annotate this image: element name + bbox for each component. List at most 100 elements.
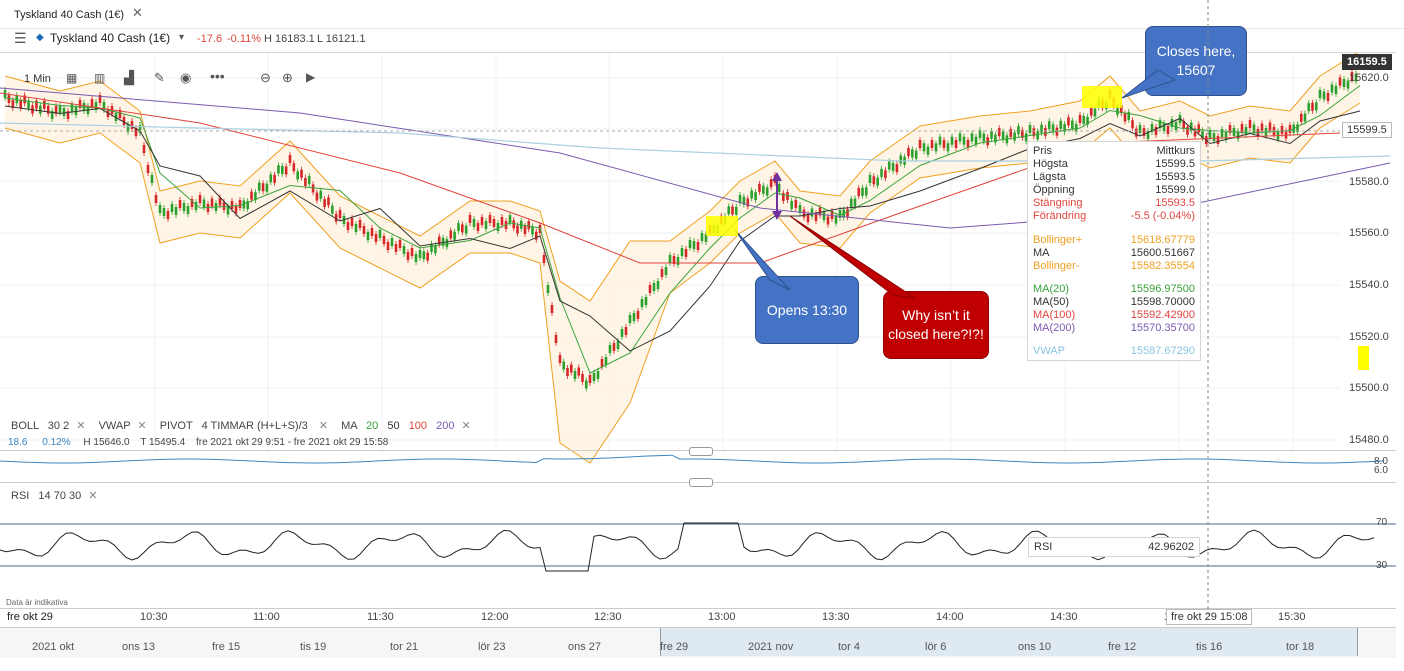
candle bbox=[1303, 113, 1307, 122]
candle bbox=[1051, 124, 1055, 133]
candle bbox=[624, 327, 628, 335]
candle bbox=[319, 190, 323, 199]
tooltip-row: MA(20) 15596.97500 bbox=[1033, 283, 1195, 296]
candle bbox=[1116, 106, 1119, 115]
candle bbox=[331, 205, 334, 214]
candle bbox=[861, 187, 864, 196]
close-icon[interactable]: ✕ bbox=[76, 420, 86, 432]
navigator-tick: lör 23 bbox=[478, 641, 506, 653]
tooltip-label: Bollinger+ bbox=[1033, 234, 1083, 246]
close-icon[interactable]: ✕ bbox=[461, 420, 471, 432]
close-icon[interactable]: ✕ bbox=[318, 420, 329, 432]
candle bbox=[688, 240, 692, 248]
candle bbox=[1063, 124, 1066, 133]
low-value: L 16121.1 bbox=[317, 33, 366, 45]
ma50-line bbox=[4, 105, 1361, 352]
candle bbox=[950, 136, 954, 145]
navigator-tick: tor 4 bbox=[838, 641, 861, 653]
candle bbox=[1089, 107, 1093, 116]
candle bbox=[738, 195, 742, 203]
change-percent: -0.11% bbox=[227, 33, 262, 45]
candle bbox=[974, 136, 978, 145]
tooltip-row: VWAP 15587.67290 bbox=[1033, 345, 1195, 358]
instrument-name[interactable]: Tyskland 40 Cash (1€) bbox=[50, 31, 171, 45]
close-icon[interactable]: ✕ bbox=[88, 490, 98, 502]
go-to-end-icon[interactable]: ▶ bbox=[306, 70, 316, 84]
candle bbox=[250, 191, 253, 200]
vwap-label[interactable]: VWAP bbox=[98, 420, 131, 432]
candle bbox=[632, 313, 636, 321]
candle bbox=[676, 257, 680, 265]
candle bbox=[604, 357, 608, 365]
candle bbox=[1318, 90, 1322, 98]
interval-select[interactable]: 1 Min bbox=[24, 73, 51, 85]
pivot-label[interactable]: PIVOT bbox=[159, 420, 193, 432]
candle bbox=[962, 136, 966, 145]
candle bbox=[596, 371, 600, 379]
zoom-in-icon[interactable]: ⊕ bbox=[282, 70, 293, 85]
candle bbox=[327, 197, 330, 206]
candle bbox=[126, 124, 130, 132]
candle bbox=[42, 100, 46, 109]
candle bbox=[826, 216, 830, 225]
candle bbox=[358, 220, 362, 228]
candle bbox=[194, 202, 198, 210]
ma100-label: 100 bbox=[408, 420, 428, 432]
crosshair-time-tag: fre okt 29 15:08 bbox=[1166, 609, 1253, 625]
menu-icon[interactable]: ☰ bbox=[14, 30, 27, 46]
boll-label[interactable]: BOLL bbox=[11, 420, 39, 432]
candle bbox=[242, 200, 246, 209]
tooltip-value: 15618.67779 bbox=[1130, 234, 1195, 246]
candle bbox=[636, 311, 640, 319]
calendar-icon[interactable]: ▦ bbox=[66, 71, 78, 85]
tab-instrument[interactable]: Tyskland 40 Cash (1€) bbox=[14, 9, 125, 21]
candle bbox=[822, 212, 826, 220]
candle bbox=[1142, 128, 1146, 136]
candle bbox=[868, 175, 872, 183]
rsi-label[interactable]: RSI bbox=[11, 490, 30, 502]
candle bbox=[930, 140, 934, 148]
close-icon[interactable]: ✕ bbox=[137, 420, 147, 432]
candle bbox=[11, 100, 15, 109]
navigator-window[interactable] bbox=[660, 628, 1358, 656]
navigator[interactable]: 2021 okt ons 13 fre 15 tis 19 tor 21 lör 23 on… bbox=[0, 627, 1396, 658]
tooltip-value: 15599.5 bbox=[1155, 158, 1195, 170]
candle bbox=[1036, 131, 1039, 140]
candle bbox=[464, 225, 468, 234]
close-icon[interactable]: ✕ bbox=[132, 5, 143, 20]
pane-resize-handle[interactable] bbox=[689, 478, 713, 487]
price-tick: 15520.0 bbox=[1349, 331, 1389, 343]
tooltip-value: -5.5 (-0.04%) bbox=[1130, 210, 1195, 222]
tooltip-label: Pris bbox=[1033, 145, 1052, 157]
chevron-down-icon[interactable]: ▾ bbox=[179, 32, 185, 43]
candle bbox=[891, 162, 895, 171]
candle bbox=[1138, 125, 1142, 133]
candle bbox=[1299, 113, 1303, 122]
candle bbox=[1074, 123, 1078, 132]
draw-icon[interactable]: ✎ bbox=[154, 70, 165, 85]
candle bbox=[468, 215, 472, 223]
eye-icon[interactable]: ◉ bbox=[180, 70, 192, 85]
candle bbox=[608, 345, 612, 353]
candle bbox=[496, 223, 500, 231]
zoom-out-icon[interactable]: ⊖ bbox=[260, 70, 271, 85]
chart-type-icon[interactable]: ▥ bbox=[94, 71, 106, 85]
candle bbox=[573, 371, 577, 379]
candle bbox=[986, 137, 989, 146]
pane-resize-handle[interactable] bbox=[689, 447, 713, 456]
candle bbox=[484, 221, 488, 229]
indicators-icon[interactable]: ▟ bbox=[124, 70, 134, 85]
divider bbox=[0, 52, 1396, 53]
tooltip-label: VWAP bbox=[1033, 345, 1065, 357]
tooltip-value: 15598.70000 bbox=[1130, 296, 1195, 308]
more-icon[interactable]: ••• bbox=[210, 68, 225, 84]
candle bbox=[876, 177, 879, 186]
candle bbox=[922, 143, 926, 152]
candle bbox=[899, 155, 903, 164]
candle bbox=[864, 187, 868, 196]
candle bbox=[1059, 120, 1063, 129]
ma-label[interactable]: MA bbox=[341, 420, 357, 432]
candle bbox=[846, 209, 849, 218]
candle bbox=[1093, 108, 1097, 117]
high-value: H 16183.1 bbox=[264, 33, 315, 45]
